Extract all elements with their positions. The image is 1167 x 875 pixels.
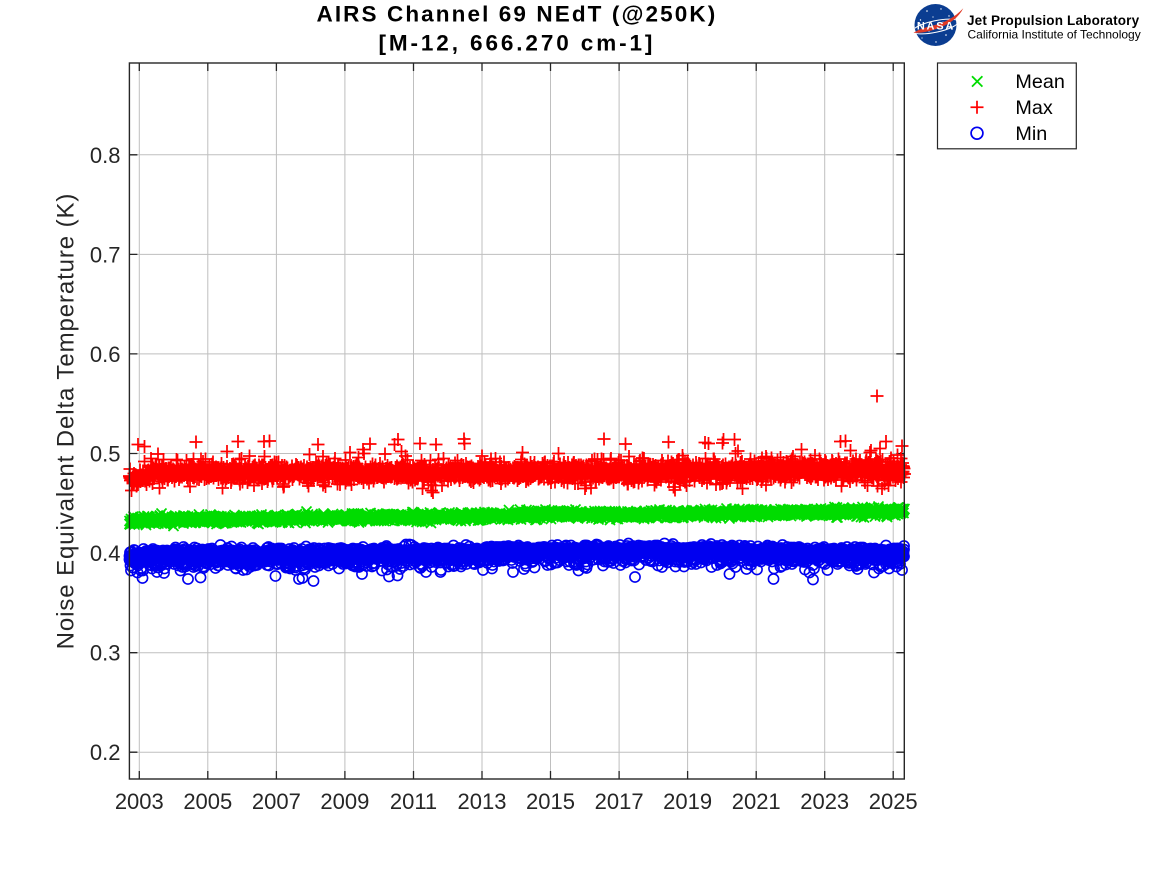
svg-text:Max: Max	[1015, 97, 1052, 119]
svg-text:2007: 2007	[252, 789, 301, 814]
svg-text:2005: 2005	[183, 789, 232, 814]
svg-text:0.5: 0.5	[90, 442, 121, 467]
svg-text:2023: 2023	[800, 789, 849, 814]
svg-text:0.3: 0.3	[90, 641, 121, 666]
svg-text:2011: 2011	[390, 789, 437, 814]
svg-text:0.6: 0.6	[90, 342, 121, 367]
svg-text:Mean: Mean	[1015, 71, 1064, 93]
svg-text:NASA: NASA	[917, 21, 955, 33]
svg-text:California Institute of Techno: California Institute of Technology	[968, 28, 1141, 42]
svg-text:2003: 2003	[115, 789, 164, 814]
svg-text:2015: 2015	[526, 789, 575, 814]
svg-text:0.8: 0.8	[90, 143, 121, 168]
svg-text:AIRS Channel 69 NEdT (@250K): AIRS Channel 69 NEdT (@250K)	[316, 2, 717, 27]
svg-text:2017: 2017	[595, 789, 644, 814]
svg-text:2025: 2025	[869, 789, 918, 814]
svg-text:[M-12, 666.270 cm-1]: [M-12, 666.270 cm-1]	[378, 31, 655, 56]
svg-text:0.2: 0.2	[90, 740, 121, 765]
svg-text:2021: 2021	[732, 789, 781, 814]
svg-text:0.4: 0.4	[90, 541, 121, 566]
svg-text:0.7: 0.7	[90, 242, 121, 267]
svg-text:Jet Propulsion Laboratory: Jet Propulsion Laboratory	[967, 13, 1140, 28]
svg-text:2009: 2009	[320, 789, 369, 814]
svg-text:Noise Equivalent Delta Tempera: Noise Equivalent Delta Temperature (K)	[53, 193, 80, 650]
svg-text:2013: 2013	[458, 789, 507, 814]
svg-text:2019: 2019	[663, 789, 712, 814]
svg-text:Min: Min	[1015, 123, 1047, 145]
